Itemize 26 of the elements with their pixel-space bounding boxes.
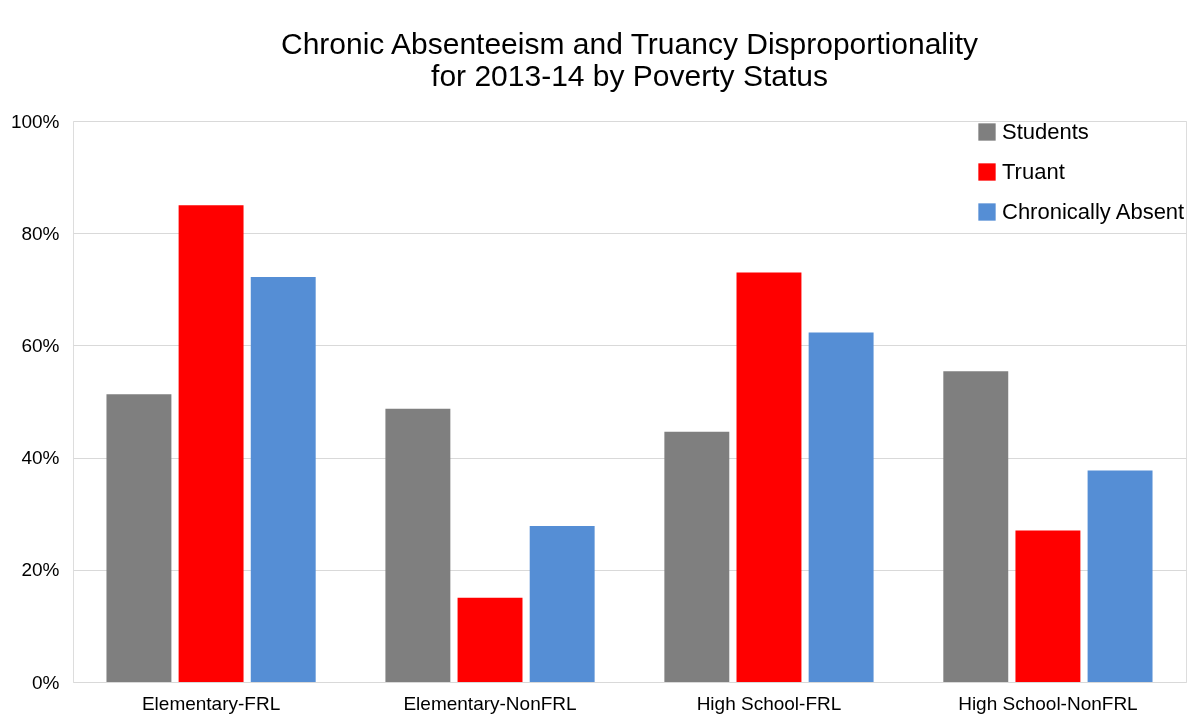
bar [106, 394, 172, 682]
bar [457, 597, 523, 682]
y-tick-label: 60% [21, 334, 60, 356]
y-tick-label: 40% [21, 447, 60, 469]
chart-title: Chronic Absenteeism and Truancy Disproportionality for 2013-14 by Poverty Status [280, 27, 979, 92]
bar [250, 276, 316, 682]
bar [1087, 470, 1153, 682]
bar [808, 332, 874, 682]
y-tick-label: 100% [10, 110, 60, 132]
bar [178, 205, 244, 682]
bar [529, 526, 595, 682]
legend-label: Truant [1002, 159, 1065, 184]
bar [1015, 530, 1081, 682]
y-tick-label: 80% [21, 222, 60, 244]
bar [385, 408, 451, 682]
x-tick-label: High School-NonFRL [958, 692, 1138, 714]
legend-label: Chronically Absent [1002, 199, 1185, 224]
y-tick-label: 20% [21, 559, 60, 581]
y-tick-label: 0% [32, 671, 60, 693]
legend-label: Students [1002, 119, 1089, 144]
bar [664, 431, 730, 682]
x-tick-label: Elementary-FRL [141, 692, 281, 714]
x-tick-label: High School-FRL [696, 692, 842, 714]
x-tick-label: Elementary-NonFRL [403, 692, 577, 714]
bar [943, 371, 1009, 682]
bar [736, 272, 802, 682]
